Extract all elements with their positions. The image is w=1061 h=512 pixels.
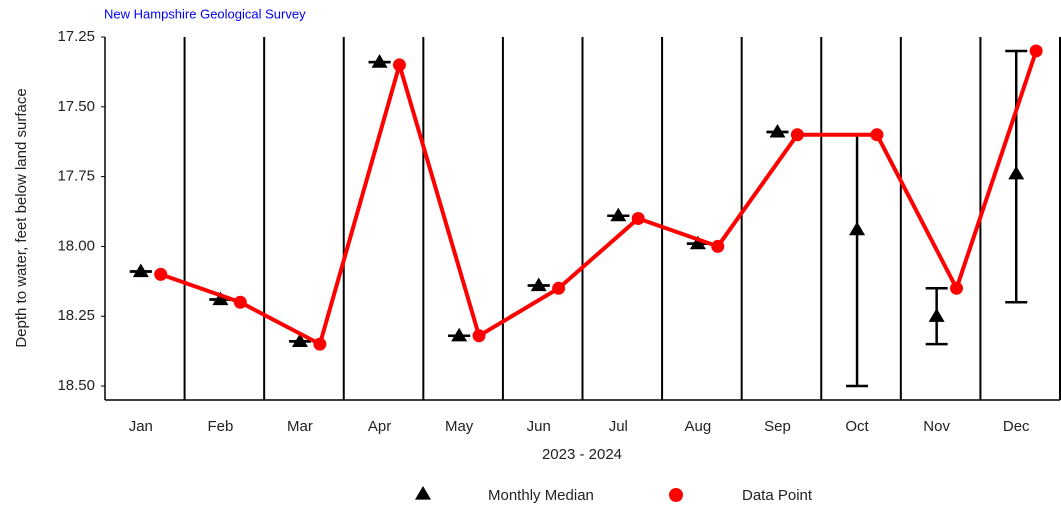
x-tick-label: Sep [764,418,791,435]
x-axis-label: 2023 - 2024 [542,446,622,463]
y-tick-label: 17.25 [57,28,95,45]
legend-label: Data Point [742,487,813,504]
y-axis-label: Depth to water, feet below land surface [13,88,30,347]
x-tick-label: Feb [207,418,233,435]
x-tick-label: Dec [1003,418,1030,435]
y-tick-label: 18.50 [57,377,95,394]
median-marker [689,235,706,250]
x-tick-label: Nov [923,418,950,435]
x-tick-label: Jul [609,418,628,435]
median-marker [769,123,786,138]
legend-label: Monthly Median [488,487,594,504]
x-tick-label: Jan [129,418,153,435]
median-marker [371,54,388,68]
median-marker [610,207,627,222]
data-point [790,128,804,142]
median-marker [1008,165,1025,180]
data-point [1029,44,1043,58]
data-point [392,58,406,72]
data-point [711,239,725,253]
data-point [950,281,964,295]
y-tick-label: 18.25 [57,307,95,324]
median-marker [291,333,308,347]
data-point [552,281,566,295]
data-point [233,295,247,309]
median-marker [849,221,866,236]
x-tick-label: Aug [685,418,712,435]
data-point [472,329,486,343]
data-line [160,50,1039,347]
x-tick-label: Oct [845,418,869,435]
source: New Hampshire Geological Survey [104,6,306,21]
legend-marker [669,488,683,502]
data-point [313,337,327,351]
y-tick-label: 17.75 [57,168,95,185]
x-tick-label: Jun [527,418,551,435]
median-marker [928,308,945,322]
y-tick-label: 18.00 [57,237,95,254]
data-point [870,128,884,142]
x-tick-label: May [445,418,474,435]
y-tick-label: 17.50 [57,98,95,115]
x-tick-label: Mar [287,418,313,435]
median-marker [212,291,229,306]
median-marker [530,277,547,292]
median-marker [451,327,468,342]
legend-marker [415,486,431,500]
data-point [154,267,168,281]
median-marker [132,263,149,278]
x-tick-label: Apr [368,418,391,435]
data-point [631,212,645,225]
